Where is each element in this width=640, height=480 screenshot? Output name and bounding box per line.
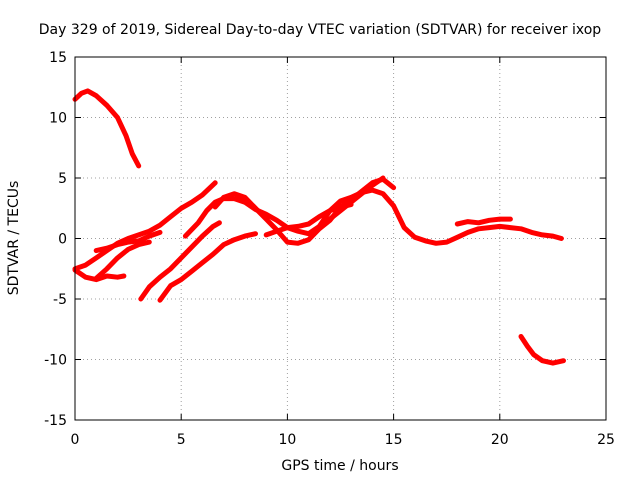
chart-title: Day 329 of 2019, Sidereal Day-to-day VTE… — [39, 22, 602, 38]
series-line-arc-13 — [518, 334, 566, 366]
series-line-arc-8 — [182, 187, 564, 246]
x-tick-label: 0 — [71, 432, 80, 448]
y-tick-label: -15 — [44, 413, 67, 429]
series-line-arc-11 — [316, 175, 386, 229]
y-tick-label: 15 — [49, 50, 67, 66]
series-line-arc-5 — [93, 239, 152, 281]
x-axis-label: GPS time / hours — [281, 458, 398, 474]
series-line-arc-10 — [263, 202, 354, 238]
x-tick-label: 5 — [177, 432, 186, 448]
plot-frame — [74, 56, 607, 421]
y-tick-label: 10 — [49, 111, 67, 127]
y-axis-label: SDTVAR / TECUs — [6, 181, 22, 296]
series-line-arc-6 — [138, 220, 222, 302]
y-tick-label: -10 — [44, 353, 67, 369]
y-tick-label: 0 — [58, 232, 67, 248]
series-line-arc-2 — [72, 267, 127, 283]
x-tick-label: 15 — [385, 432, 403, 448]
series-line-arc-1 — [72, 88, 142, 169]
grid-layer — [75, 57, 606, 420]
y-tick-label: -5 — [53, 292, 67, 308]
x-tick-label: 20 — [491, 432, 509, 448]
ticks-layer: 0 5 10 15 20 25 -15 -10 -5 0 5 10 15 — [44, 50, 615, 448]
x-tick-label: 10 — [278, 432, 296, 448]
series-layer — [72, 88, 566, 366]
series-line-arc-12 — [454, 216, 513, 227]
series-line-arc-4 — [72, 180, 218, 272]
y-tick-label: 5 — [58, 171, 67, 187]
x-tick-label: 25 — [597, 432, 615, 448]
series-line-arc-7 — [157, 231, 258, 303]
